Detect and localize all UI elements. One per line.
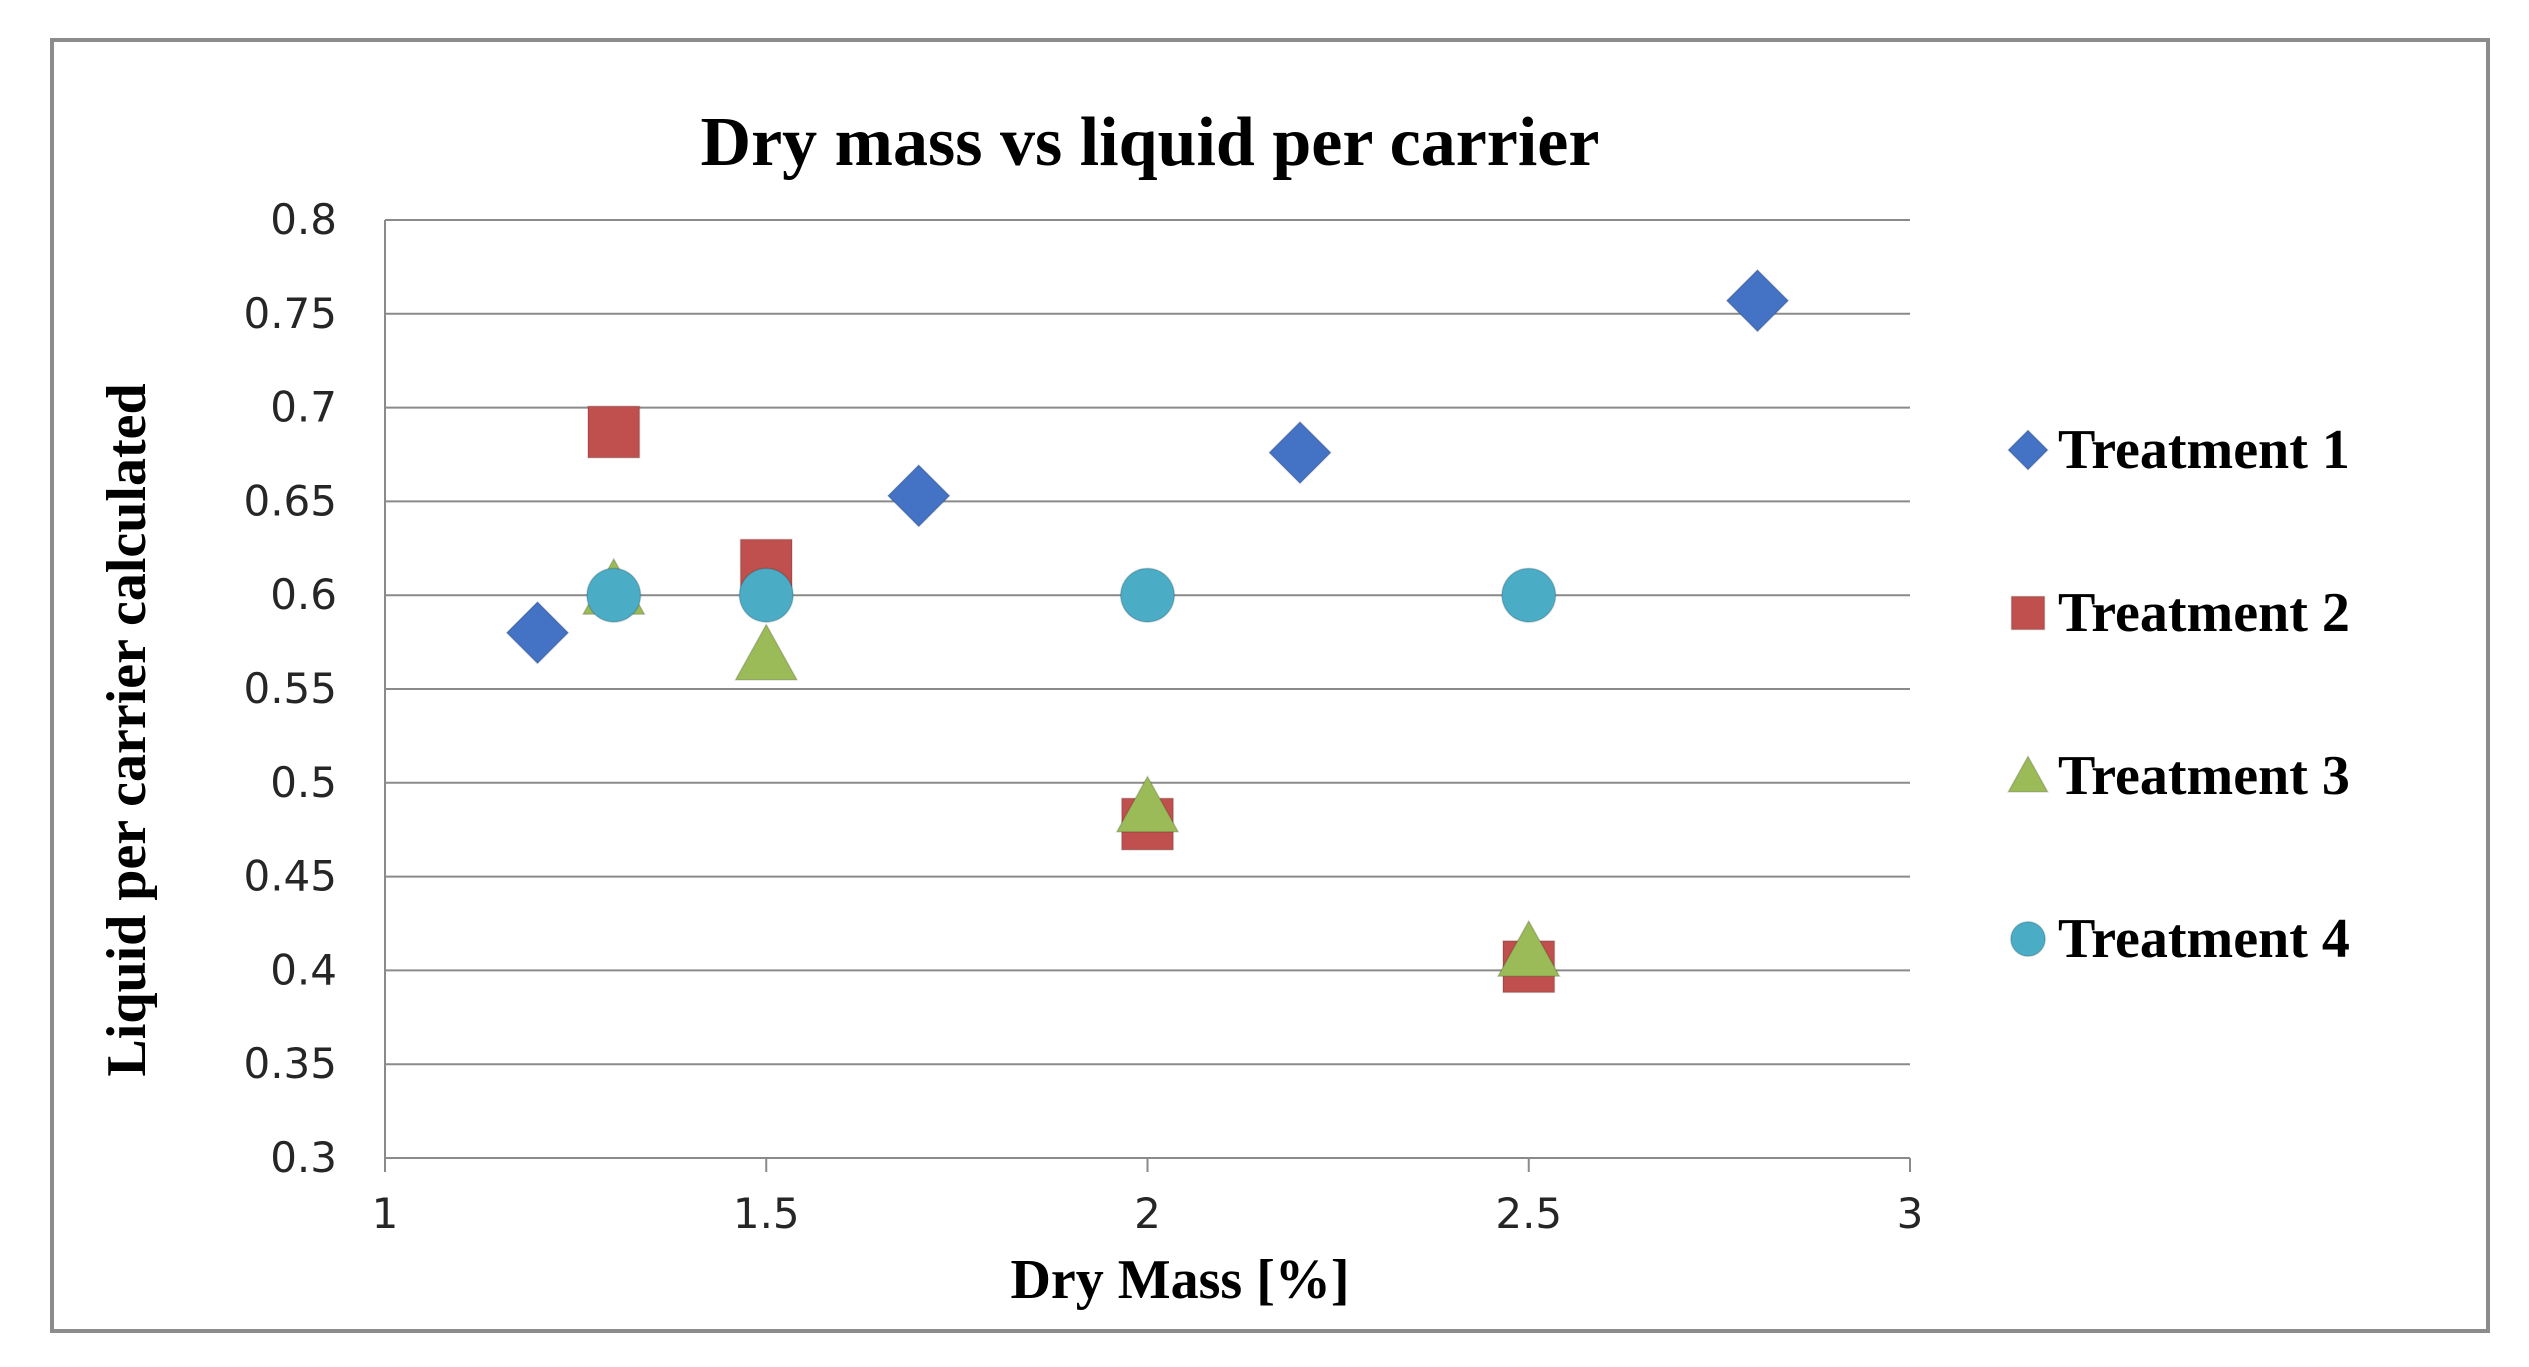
y-tick-label: 0.6: [270, 570, 337, 619]
y-tick-label: 0.7: [270, 383, 337, 432]
y-tick-label: 0.3: [270, 1133, 337, 1182]
legend-label: Treatment 3: [2058, 745, 2350, 807]
y-tick-label: 0.35: [243, 1039, 337, 1088]
legend-label: Treatment 4: [2058, 908, 2350, 970]
y-tick-label: 0.8: [270, 195, 337, 244]
point-treatment-4: [586, 567, 642, 623]
x-axis-title: Dry Mass [%]: [1010, 1249, 1349, 1311]
x-tick-label: 1.5: [733, 1189, 800, 1238]
legend-label: Treatment 1: [2058, 419, 2350, 481]
x-tick-label: 3: [1897, 1189, 1924, 1238]
point-treatment-3: [734, 622, 799, 681]
chart-title: Dry mass vs liquid per carrier: [701, 104, 1600, 181]
data-points: [505, 268, 1790, 994]
legend-marker-2: [2010, 595, 2046, 631]
chart-frame: [50, 38, 2490, 1333]
x-tick-label: 2: [1134, 1189, 1161, 1238]
legend-marker-4: [2009, 920, 2047, 958]
y-axis-title: Liquid per carrier calculated: [96, 383, 158, 1076]
y-tick-label: 0.55: [243, 664, 337, 713]
y-tick-labels: 0.3 0.35 0.4 0.45 0.5 0.55 0.6 0.65 0.7 0.75 0.8: [243, 195, 337, 1182]
legend-marker-1: [2007, 429, 2049, 471]
grid-lines: [385, 219, 1910, 1159]
y-tick-label: 0.4: [270, 945, 337, 994]
y-tick-label: 0.5: [270, 758, 337, 807]
y-tick-label: 0.65: [243, 476, 337, 525]
point-treatment-3: [1115, 774, 1180, 833]
point-treatment-1: [505, 600, 570, 665]
x-tick-labels: 1 1.5 2 2.5 3: [372, 1189, 1924, 1238]
point-treatment-3: [1496, 919, 1561, 978]
point-treatment-4: [738, 567, 794, 623]
point-treatment-4: [1119, 567, 1176, 623]
axes: [384, 220, 1911, 1172]
legend-marker-3: [2006, 754, 2050, 793]
y-tick-label: 0.45: [243, 852, 337, 901]
legend: Treatment 1 Treatment 2 Treatment 3 Treatme…: [2006, 419, 2350, 970]
point-treatment-1: [1268, 420, 1332, 485]
point-treatment-4: [1501, 567, 1557, 623]
point-treatment-1: [1725, 268, 1790, 333]
x-tick-label: 2.5: [1495, 1189, 1562, 1238]
legend-label: Treatment 2: [2058, 582, 2350, 644]
point-treatment-1: [886, 463, 951, 528]
x-tick-label: 1: [372, 1189, 399, 1238]
y-tick-label: 0.75: [243, 289, 337, 338]
point-treatment-2: [587, 405, 641, 459]
